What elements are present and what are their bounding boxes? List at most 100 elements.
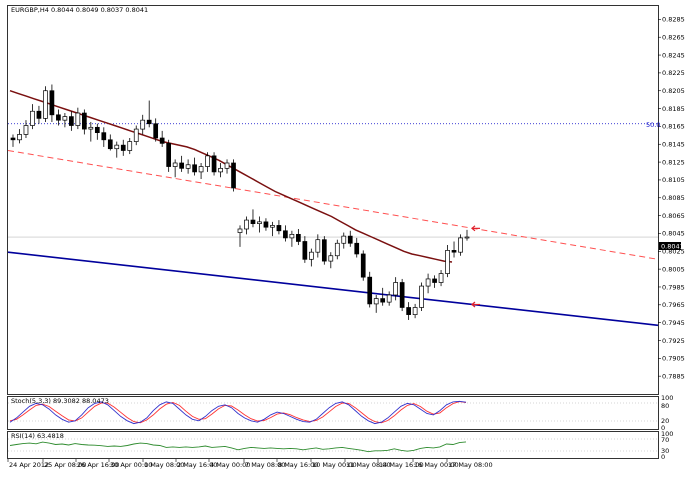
y-tick-label: 0.8245 [662,51,685,59]
candle-down [354,242,360,255]
candle-down [107,139,113,150]
candle-down [276,225,282,232]
x-tick-label: 14 May 16:00 [379,461,424,469]
candle-up [458,237,463,253]
candle-down [451,250,457,253]
candle-down [250,219,256,224]
fib-level-label: 50.0 [646,121,660,129]
y-tick-label: 0.8005 [662,265,685,273]
stoch-main-line [9,400,467,425]
candle-up [218,167,223,173]
y-tick-label: 0.7945 [662,319,685,327]
candle-down [10,137,16,141]
candle-down [69,116,74,126]
candle-up [140,119,146,130]
candle-down [406,307,411,315]
y-tick-label: 0.7925 [662,337,685,345]
x-tick-label: 16 May 00:00 [414,461,459,469]
candle-up [244,219,249,230]
y-tick-label: 0.7905 [662,355,685,363]
candle-up [88,126,94,130]
rsi-tick-0: 0 [661,453,665,461]
candle-up [386,294,392,303]
main-header: EURGBP,H4 0.8044 0.8049 0.8037 0.8041 [11,6,148,14]
candle-up [257,221,262,224]
y-tick-label: 0.8225 [662,69,685,77]
candle-up [172,162,178,167]
stoch-panel-frame [7,396,659,430]
stoch-tick-100: 100 [661,394,673,402]
candle-up [341,235,347,244]
main-panel-frame [7,5,659,395]
price-badge-bg [659,242,681,250]
candle-down [360,253,366,278]
candle-down [49,90,55,116]
x-tick-label: 17 May 08:00 [448,461,493,469]
x-tick-label: 26 Apr 16:00 [77,461,119,469]
candle-up [315,239,321,253]
x-tick-label: 8 May 16:00 [278,461,318,469]
rsi-panel-frame [7,431,659,459]
candle-up [30,110,35,126]
candle-up [23,125,29,135]
candle-up [464,236,470,239]
y-tick-label: 0.8045 [662,230,685,238]
candle-up [43,90,48,119]
stoch-tick-20: 20 [661,417,669,425]
candle-down [81,112,87,130]
rsi-tick-30: 30 [661,447,669,455]
x-tick-label: 11 May 08:00 [346,461,391,469]
candle-down [211,155,217,173]
candle-up [445,250,450,274]
price-badge: 0.8041 [661,243,684,251]
candle-up [438,273,444,283]
candle-up [393,282,399,296]
candle-up [373,298,379,305]
candle-up [185,164,191,169]
candle-down [56,114,61,121]
candle-up [205,155,210,167]
candle-up [412,307,418,315]
candle-down [166,143,172,167]
channel-lower-line [7,251,659,327]
candle-up [127,141,133,151]
candle-down [347,235,353,244]
stoch-signal-line [9,401,467,424]
candle-down [231,162,236,189]
candle-up [75,112,81,126]
candle-up [328,255,334,262]
candle-down [321,239,327,262]
x-tick-label: 30 Apr 00:00 [110,461,152,469]
stoch-header: Stoch(5,3,3) 89.3082 88.0473 [11,397,109,405]
x-tick-label: 10 May 00:00 [312,461,357,469]
candle-down [380,298,386,303]
candle-up [289,233,295,239]
candle-up [419,285,424,308]
x-tick-label: 7 May 08:00 [245,461,285,469]
y-tick-label: 0.8125 [662,158,685,166]
candle-down [432,278,437,283]
rsi-line [9,441,467,453]
y-tick-label: 0.8145 [662,141,685,149]
y-tick-label: 0.8285 [662,16,685,24]
y-tick-label: 0.8265 [662,34,685,42]
y-tick-label: 0.8065 [662,212,685,220]
candle-down [94,126,100,134]
candle-up [308,251,314,260]
candle-up [237,228,243,233]
channel-upper-line [7,150,659,260]
candle-down [101,132,107,141]
arrow-lower-head [471,301,476,308]
candle-up [17,134,22,141]
candle-up [198,166,204,173]
stoch-tick-0: 0 [661,424,665,432]
y-tick-label: 0.8085 [662,194,685,202]
arrow-upper-head [471,225,476,232]
y-tick-label: 0.8205 [662,87,685,95]
x-tick-label: 25 Apr 08:00 [44,461,86,469]
candle-down [146,119,152,125]
candle-up [334,242,340,257]
candle-down [36,110,42,119]
y-tick-label: 0.7985 [662,283,685,291]
